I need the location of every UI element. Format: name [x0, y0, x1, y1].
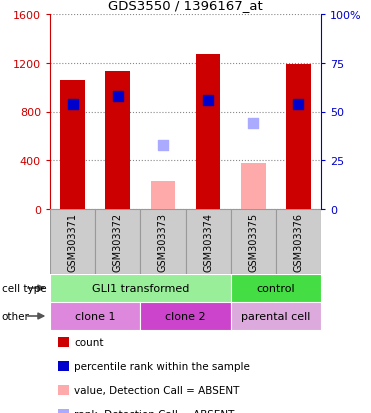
- Bar: [241, 163, 266, 209]
- Text: GSM303371: GSM303371: [68, 212, 78, 271]
- Text: control: control: [256, 283, 295, 293]
- Text: cell type: cell type: [2, 283, 46, 293]
- Bar: [50, 274, 231, 302]
- Text: GSM303373: GSM303373: [158, 212, 168, 271]
- Bar: [140, 209, 186, 274]
- Bar: [50, 209, 95, 274]
- Text: rank, Detection Call = ABSENT: rank, Detection Call = ABSENT: [74, 409, 234, 413]
- Text: count: count: [74, 337, 104, 347]
- Bar: [276, 209, 321, 274]
- Text: percentile rank within the sample: percentile rank within the sample: [74, 361, 250, 371]
- Bar: [95, 209, 140, 274]
- Point: [70, 101, 76, 108]
- Text: GSM303376: GSM303376: [293, 212, 303, 271]
- Bar: [50, 302, 140, 330]
- Bar: [196, 55, 220, 209]
- Point: [250, 121, 256, 127]
- Bar: [151, 182, 175, 209]
- Text: GSM303375: GSM303375: [248, 212, 258, 271]
- Text: GLI1 transformed: GLI1 transformed: [92, 283, 189, 293]
- Point: [295, 101, 301, 108]
- Text: GSM303372: GSM303372: [113, 212, 123, 271]
- Text: clone 2: clone 2: [165, 311, 206, 321]
- Title: GDS3550 / 1396167_at: GDS3550 / 1396167_at: [108, 0, 263, 12]
- Text: other: other: [2, 311, 30, 321]
- Bar: [186, 209, 231, 274]
- Text: parental cell: parental cell: [241, 311, 311, 321]
- Bar: [286, 65, 311, 209]
- Bar: [231, 209, 276, 274]
- Point: [160, 142, 166, 149]
- Bar: [105, 72, 130, 209]
- Bar: [231, 302, 321, 330]
- Text: value, Detection Call = ABSENT: value, Detection Call = ABSENT: [74, 385, 240, 395]
- Bar: [231, 274, 321, 302]
- Point: [205, 97, 211, 104]
- Bar: [140, 302, 231, 330]
- Text: GSM303374: GSM303374: [203, 212, 213, 271]
- Point: [115, 93, 121, 100]
- Bar: [60, 81, 85, 209]
- Text: clone 1: clone 1: [75, 311, 115, 321]
